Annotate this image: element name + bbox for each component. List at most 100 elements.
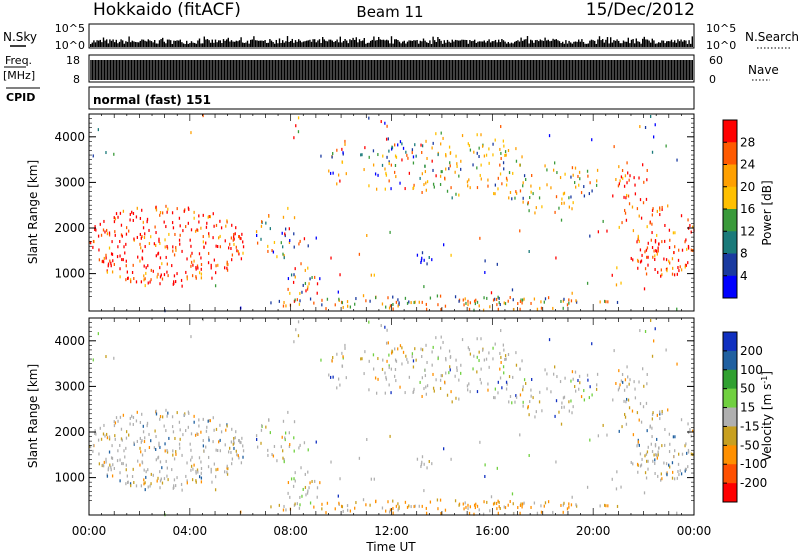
scatter-point xyxy=(127,276,129,280)
nave-label: Nave xyxy=(748,63,779,77)
scatter-point xyxy=(121,234,123,238)
scatter-point xyxy=(342,305,344,309)
scatter-point xyxy=(145,266,147,270)
scatter-point xyxy=(293,245,295,249)
scatter-point xyxy=(344,142,346,146)
scatter-point xyxy=(616,266,618,270)
nsky-bar xyxy=(362,40,364,47)
scatter-point xyxy=(624,412,626,416)
scatter-point xyxy=(624,208,626,212)
scatter-point xyxy=(552,306,554,310)
scatter-point xyxy=(187,410,190,414)
scatter-point xyxy=(504,506,507,510)
scatter-point xyxy=(331,359,333,363)
scatter-point xyxy=(166,466,168,470)
scatter-point xyxy=(522,184,524,188)
scatter-point xyxy=(615,381,617,385)
scatter-point xyxy=(630,460,632,464)
scatter-point xyxy=(117,245,119,249)
scatter-point xyxy=(165,429,167,433)
nsky-bar xyxy=(475,42,477,47)
scatter-point xyxy=(114,217,117,221)
time-tick-label: 04:00 xyxy=(173,524,208,538)
scatter-point xyxy=(174,232,176,236)
nsky-bar xyxy=(672,42,674,47)
scatter-point xyxy=(579,381,581,385)
scatter-point xyxy=(571,166,574,170)
scatter-point xyxy=(646,382,648,386)
scatter-point xyxy=(232,238,234,242)
nsky-bar xyxy=(595,43,597,47)
scatter-point xyxy=(374,296,377,300)
nsky-bar xyxy=(421,41,423,47)
scatter-point xyxy=(159,275,162,279)
scatter-point xyxy=(646,246,649,250)
scatter-point xyxy=(574,385,576,389)
scatter-point xyxy=(394,164,397,168)
nsky-bar xyxy=(227,37,229,47)
scatter-point xyxy=(626,365,628,369)
scatter-point xyxy=(646,459,648,463)
nsky-bar xyxy=(269,39,271,47)
scatter-point xyxy=(366,234,368,238)
scatter-point xyxy=(282,245,284,249)
scatter-point xyxy=(119,267,121,271)
scatter-point xyxy=(159,266,161,270)
scatter-point xyxy=(469,148,472,152)
scatter-point xyxy=(224,443,226,447)
scatter-point xyxy=(233,232,235,236)
scatter-point xyxy=(440,374,442,378)
scatter-point xyxy=(200,460,202,464)
scatter-point xyxy=(190,335,192,339)
nsky-bar xyxy=(662,40,665,47)
scatter-point xyxy=(535,410,537,414)
colorbar-segment xyxy=(723,388,737,408)
scatter-point xyxy=(467,142,469,146)
scatter-point xyxy=(176,207,178,211)
scatter-point xyxy=(583,185,585,189)
nsky-bar xyxy=(146,41,148,47)
scatter-point xyxy=(139,259,141,263)
scatter-point xyxy=(645,272,648,276)
cpid-panel-frame xyxy=(88,86,695,110)
scatter-point xyxy=(413,387,415,391)
scatter-point xyxy=(665,144,667,148)
scatter-point xyxy=(522,196,524,200)
scatter-point xyxy=(208,215,210,219)
scatter-point xyxy=(634,192,637,196)
nsky-bar xyxy=(221,43,223,47)
scatter-point xyxy=(140,440,142,444)
scatter-point xyxy=(607,504,609,508)
nsky-bar xyxy=(450,42,452,47)
scatter-point xyxy=(385,305,387,309)
scatter-point xyxy=(616,300,619,304)
nsky-bar xyxy=(571,43,573,47)
scatter-point xyxy=(395,175,397,179)
scatter-point xyxy=(401,158,403,162)
nsky-bar xyxy=(646,39,649,47)
scatter-point xyxy=(505,387,508,391)
scatter-point xyxy=(143,236,146,240)
scatter-point xyxy=(467,507,469,511)
nsky-bar xyxy=(426,42,428,47)
scatter-point xyxy=(287,287,289,291)
scatter-point xyxy=(135,419,138,423)
scatter-point xyxy=(504,357,506,361)
scatter-point xyxy=(288,241,291,245)
nsky-tick-high: 10^5 xyxy=(55,22,85,35)
scatter-point xyxy=(282,419,285,423)
nsky-bar xyxy=(134,41,137,47)
scatter-point xyxy=(196,432,198,436)
scatter-point xyxy=(144,436,146,440)
scatter-point xyxy=(280,241,282,245)
scatter-point xyxy=(159,415,162,419)
scatter-point xyxy=(681,452,684,456)
scatter-point xyxy=(147,485,149,489)
scatter-point xyxy=(680,214,683,218)
scatter-point xyxy=(492,142,494,146)
scatter-point xyxy=(640,259,643,263)
scatter-point xyxy=(548,134,551,138)
scatter-point xyxy=(102,260,105,264)
scatter-point xyxy=(397,304,399,308)
scatter-point xyxy=(505,176,508,180)
